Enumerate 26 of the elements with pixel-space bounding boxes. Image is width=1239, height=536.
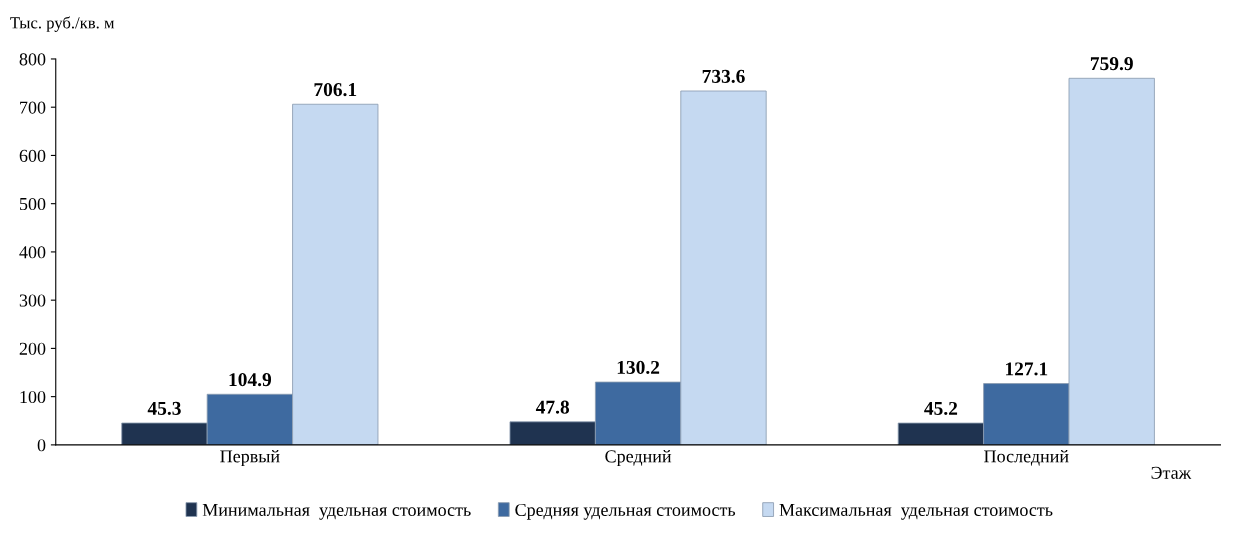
x-tick-label: Первый (220, 449, 280, 467)
y-tick-label: 700 (20, 101, 46, 114)
data-label: 759.9 (1090, 57, 1133, 71)
y-axis-title: Тыс. руб./кв. м (10, 16, 115, 32)
y-tick-label: 600 (19, 149, 46, 162)
x-axis-title: Этаж (1151, 466, 1192, 479)
legend-label: Минимальная удельная стоимость (202, 504, 471, 520)
y-tick-label: 0 (37, 439, 46, 452)
x-tick-label: Средний (605, 449, 672, 467)
y-tick-label: 100 (20, 390, 46, 404)
data-label: 45.3 (147, 401, 181, 415)
data-label: 104.9 (229, 373, 272, 387)
x-tick-label: Последний (984, 449, 1069, 466)
y-tick-label: 800 (19, 53, 46, 66)
y-tick-label: 500 (20, 197, 46, 211)
data-label: 127.1 (1005, 362, 1048, 376)
y-tick-label: 200 (19, 342, 46, 355)
legend-label: Максимальная удельная стоимость (779, 504, 1053, 520)
data-label: 733.6 (702, 69, 745, 83)
data-label: 45.2 (924, 401, 958, 416)
y-tick-label: 400 (19, 246, 46, 259)
data-label: 47.8 (535, 400, 570, 414)
data-label: 706.1 (314, 83, 357, 97)
data-label: 130.2 (617, 360, 660, 375)
y-tick-label: 300 (19, 294, 46, 307)
legend-label: Средняя удельная стоимость (515, 503, 736, 520)
